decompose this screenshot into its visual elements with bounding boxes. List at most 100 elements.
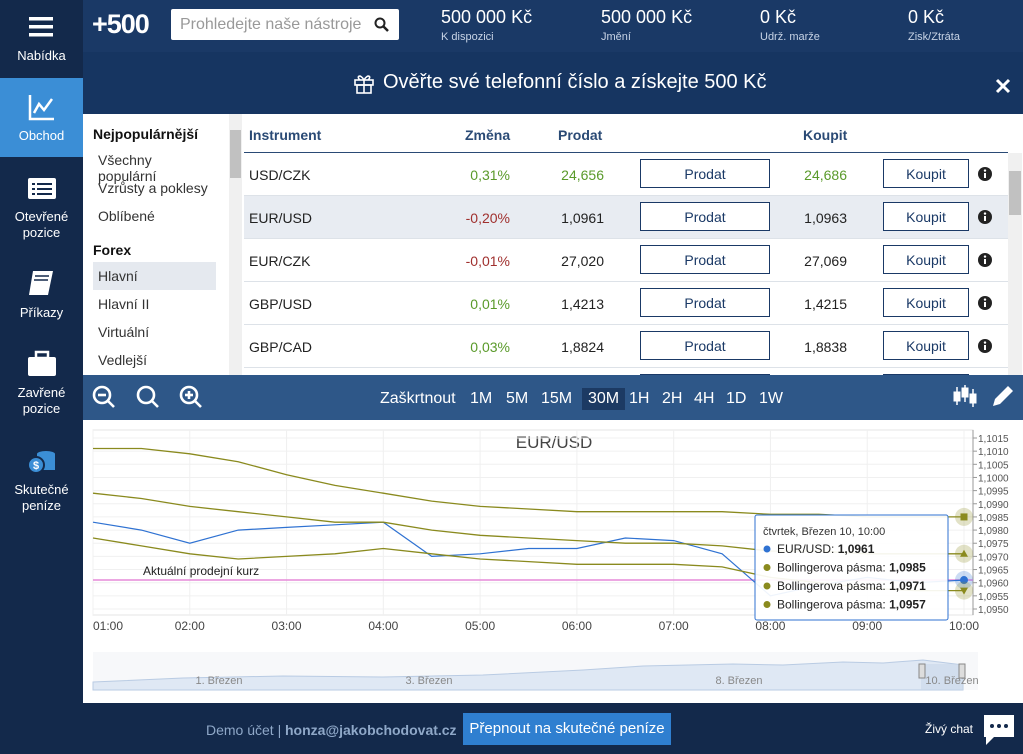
buy-price: 1,8838 <box>804 339 847 355</box>
scroll-thumb[interactable] <box>230 130 241 178</box>
x-tick-label: 03:00 <box>272 619 302 633</box>
scrollbar[interactable] <box>229 114 242 375</box>
stat-value: 0 Kč <box>760 7 797 27</box>
scrollbar[interactable] <box>1008 153 1022 375</box>
icon-part <box>984 715 1014 745</box>
table-row[interactable]: EUR/CZK -0,01% 27,020 Prodat 27,069 Koupit <box>244 239 1008 282</box>
category-item[interactable]: Vedlejší <box>98 352 148 368</box>
y-tick-label: 1,0950 <box>978 605 1009 616</box>
table-row[interactable]: GBP/USD 0,01% 1,4213 Prodat 1,4215 Koupit <box>244 282 1008 325</box>
timeframe[interactable]: 1D <box>726 390 747 407</box>
series-line <box>93 447 964 518</box>
pencil-icon[interactable] <box>993 386 1013 406</box>
icon-part <box>28 25 53 29</box>
buy-price: 1,4215 <box>804 296 847 312</box>
search-placeholder: Prohledejte naše nástroje <box>180 16 362 33</box>
x-tick-label: 07:00 <box>659 619 689 633</box>
nav-item[interactable]: Nabídka <box>0 0 83 78</box>
icon-part <box>983 169 987 172</box>
switch-button[interactable]: Přepnout na skutečné peníze <box>463 713 671 745</box>
x-tick-label: 05:00 <box>465 619 495 633</box>
instrument-table: Instrument Změna Prodat Koupit USD/CZK 0,31% 2… <box>244 114 1008 375</box>
hover-point <box>960 513 968 521</box>
timeframe[interactable]: 5M <box>506 390 529 407</box>
info-icon[interactable] <box>978 167 992 181</box>
navigator-handle[interactable] <box>918 663 926 679</box>
nav-item[interactable]: Otevřené pozice <box>0 157 83 255</box>
timeframe[interactable]: 15M <box>541 390 573 407</box>
timeframe[interactable]: 2H <box>662 390 683 407</box>
nav-item[interactable]: Obchod <box>0 78 83 157</box>
chart-tools[interactable] <box>953 384 1015 410</box>
category-item[interactable]: Všechny populární <box>98 152 157 184</box>
table-row[interactable]: USD/CZK 0,31% 24,656 Prodat 24,686 Koupit <box>244 153 1008 196</box>
chat-icon[interactable] <box>982 713 1016 747</box>
x-tick-label: 04:00 <box>368 619 398 633</box>
table-row[interactable]: GBP/CAD 0,03% 1,8824 Prodat 1,8838 Koupit <box>244 325 1008 368</box>
timeframe[interactable]: 1H <box>629 390 650 407</box>
nav-label: Otevřené pozice <box>14 209 69 240</box>
buy-button[interactable]: Koupit <box>883 288 969 317</box>
close-button[interactable] <box>995 78 1011 94</box>
sell-button[interactable]: Prodat <box>640 159 770 188</box>
navigator-handle[interactable] <box>958 663 966 679</box>
icon-part <box>357 75 371 81</box>
x-tick-label: 01:00 <box>93 619 123 633</box>
banner-text: Ověřte své telefonní číslo a získejte 50… <box>383 71 767 93</box>
column-header: Instrument <box>249 127 322 143</box>
timeframe[interactable]: 4H <box>694 390 715 407</box>
tooltip-bullet <box>763 564 771 571</box>
buy-button[interactable]: Koupit <box>883 159 969 188</box>
change: -0,01% <box>465 253 510 269</box>
sell-button[interactable]: Prodat <box>640 202 770 231</box>
buy-button[interactable]: Koupit <box>883 331 969 360</box>
info-icon[interactable] <box>978 210 992 224</box>
nav-item[interactable]: Příkazy <box>0 255 83 335</box>
buy-button[interactable]: Koupit <box>883 202 969 231</box>
category-item[interactable]: Hlavní <box>93 262 216 290</box>
category-item[interactable]: Oblíbené <box>98 208 155 224</box>
icon-part <box>983 341 987 344</box>
icon-part <box>194 400 202 408</box>
zoom-in[interactable] <box>179 385 202 408</box>
scroll-thumb[interactable] <box>1009 171 1021 215</box>
stat: 500 000 Kč K dispozici <box>441 7 532 43</box>
zoom-reset[interactable] <box>136 385 159 408</box>
icon-part <box>92 385 112 405</box>
buy-button[interactable]: Koupit <box>883 245 969 274</box>
info-icon[interactable] <box>978 296 992 310</box>
timeframe[interactable]: 1M <box>470 390 493 407</box>
category-item[interactable]: Vzrůsty a poklesy <box>98 180 208 196</box>
zoom-out[interactable] <box>92 385 115 408</box>
toolbar-label: Zaškrtnout <box>380 390 456 407</box>
nav-item[interactable]: Zavřené pozice <box>0 335 83 432</box>
sell-button[interactable]: Prodat <box>640 245 770 274</box>
zoom-controls[interactable] <box>91 384 221 410</box>
hover-point <box>960 549 968 557</box>
navigator-label: 3. Březen <box>405 675 452 687</box>
timeframe[interactable]: 30M <box>582 388 626 410</box>
instrument: GBP/CAD <box>249 339 313 355</box>
info-icon[interactable] <box>978 253 992 267</box>
category-item[interactable]: Hlavní II <box>98 296 150 312</box>
category-item[interactable]: Virtuální <box>98 324 150 340</box>
search-box[interactable]: Prohledejte naše nástroje <box>171 9 399 40</box>
candles-icon[interactable] <box>953 385 977 407</box>
icon-part <box>28 17 53 21</box>
sell-button[interactable]: Prodat <box>640 288 770 317</box>
chat-label[interactable]: Živý chat <box>925 722 974 736</box>
icon-part <box>382 25 389 32</box>
nav-item[interactable]: $ Skutečné peníze <box>0 432 83 532</box>
search-icon[interactable] <box>374 17 390 33</box>
timeframe[interactable]: 1W <box>759 390 783 407</box>
table-row[interactable]: EUR/USD -0,20% 1,0961 Prodat 1,0963 Koupit <box>244 196 1008 239</box>
icon-part <box>31 183 52 195</box>
sell-button[interactable]: Prodat <box>640 331 770 360</box>
logo[interactable]: +500 <box>92 9 150 39</box>
info-icon[interactable] <box>978 339 992 353</box>
tooltip-row: Bollingerova pásma: 1,0985 <box>777 561 926 575</box>
icon-part <box>27 357 56 376</box>
navigator-window[interactable] <box>921 664 963 690</box>
icon-part <box>984 345 986 350</box>
